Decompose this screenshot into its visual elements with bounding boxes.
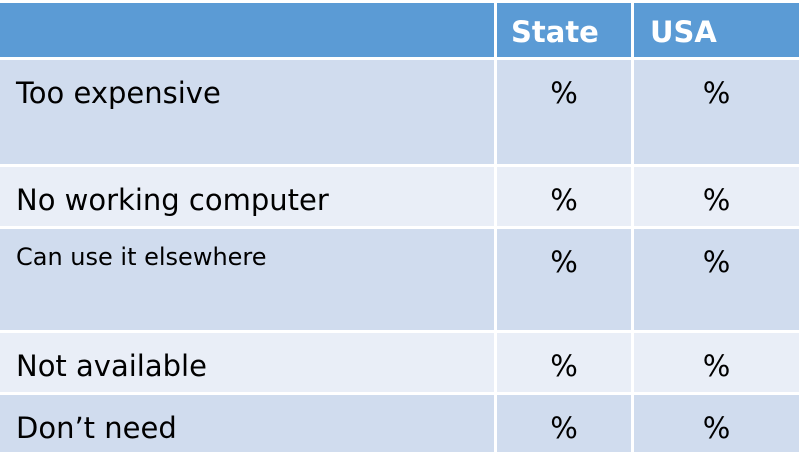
table-row: Can use it elsewhere%% <box>0 229 799 333</box>
value-cell: % <box>634 333 799 395</box>
row-label: Can use it elsewhere <box>0 229 497 333</box>
value-cell: % <box>634 229 799 333</box>
value-cell: % <box>634 167 799 229</box>
value-cell: % <box>497 229 634 333</box>
row-label: Don’t need <box>0 395 497 455</box>
value-cell: % <box>634 395 799 455</box>
row-label: No working computer <box>0 167 497 229</box>
header-cell: USA <box>634 3 799 60</box>
header-cell: State <box>497 3 634 60</box>
table-row: No working computer%% <box>0 167 799 229</box>
value-cell: % <box>497 395 634 455</box>
table-row: Too expensive%% <box>0 60 799 167</box>
value-cell: % <box>497 60 634 167</box>
row-label: Too expensive <box>0 60 497 167</box>
row-label: Not available <box>0 333 497 395</box>
value-cell: % <box>497 167 634 229</box>
table-row: Not available%% <box>0 333 799 395</box>
value-cell: % <box>497 333 634 395</box>
value-cell: % <box>634 60 799 167</box>
header-cell <box>0 3 497 60</box>
header-row: State USA <box>0 3 799 60</box>
table-row: Don’t need%% <box>0 395 799 455</box>
